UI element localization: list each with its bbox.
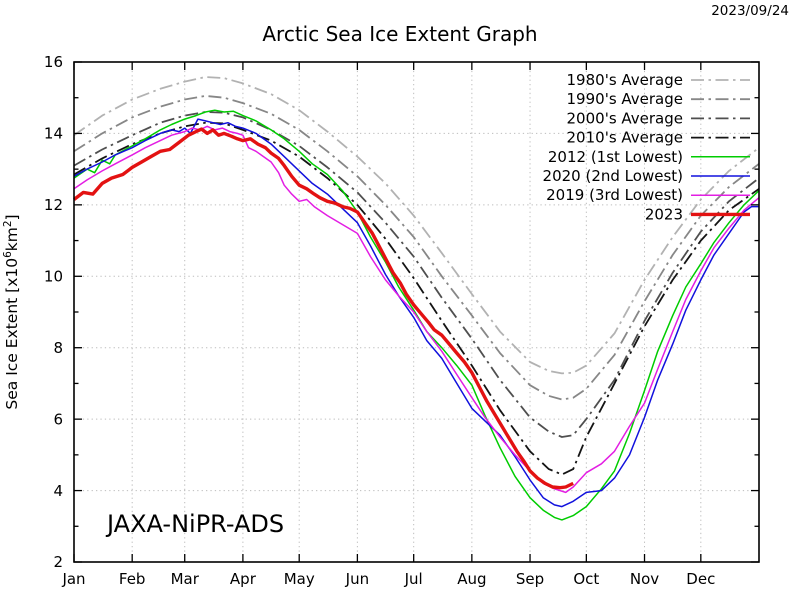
y-tick-label-8: 8 xyxy=(53,339,63,357)
legend-entry-y2012: 2012 (1st Lowest) xyxy=(548,148,750,166)
chart-title: Arctic Sea Ice Extent Graph xyxy=(262,22,537,46)
y-tick-label-14: 14 xyxy=(44,125,63,143)
legend-entry-y2023: 2023 xyxy=(645,205,750,223)
plot-frame xyxy=(73,61,760,563)
y-tick-label-2: 2 xyxy=(53,553,63,571)
y-axis-title-base: Sea Ice Extent [x10 xyxy=(3,258,21,410)
legend-label-avg-2000s: 2000's Average xyxy=(567,109,683,127)
series-line-avg-1990s xyxy=(73,95,760,401)
x-tick-label-May: May xyxy=(284,570,315,588)
series-lines xyxy=(72,76,760,521)
legend-label-avg-2010s: 2010's Average xyxy=(567,129,683,147)
series-line-avg-2000s xyxy=(73,111,760,438)
y-tick-label-16: 16 xyxy=(44,53,63,71)
legend-label-avg-1980s: 1980's Average xyxy=(567,71,683,89)
legend-label-avg-1990s: 1990's Average xyxy=(567,90,683,108)
legend-entry-avg-2010s: 2010's Average xyxy=(567,129,750,147)
legend-entry-y2019: 2019 (3rd Lowest) xyxy=(546,186,750,204)
legend-label-y2012: 2012 (1st Lowest) xyxy=(548,148,683,166)
x-tick-label-Jan: Jan xyxy=(61,570,85,588)
series-line-avg-1980s xyxy=(73,76,760,375)
legend-entry-avg-2000s: 2000's Average xyxy=(567,109,750,127)
x-tick-label-Feb: Feb xyxy=(119,570,146,588)
y-axis-title-bracket: ] xyxy=(3,214,21,220)
legend-entry-y2020: 2020 (2nd Lowest) xyxy=(543,167,750,185)
x-tick-label-Nov: Nov xyxy=(630,570,659,588)
y-tick-label-4: 4 xyxy=(53,482,63,500)
x-tick-label-Aug: Aug xyxy=(457,570,486,588)
y-tick-label-10: 10 xyxy=(44,267,63,285)
watermark-label: JAXA-NiPR-ADS xyxy=(105,510,284,538)
x-tick-label-Sep: Sep xyxy=(516,570,544,588)
series-line-y2012 xyxy=(73,109,760,521)
y-tick-label-6: 6 xyxy=(53,410,63,428)
axis-tick-labels: Jan Feb Mar Apr May Jun Jul Aug Sep Oct Nov Dec 2 4 6 8… xyxy=(44,53,715,588)
legend-entry-avg-1990s: 1990's Average xyxy=(567,90,750,108)
x-tick-label-Dec: Dec xyxy=(686,570,715,588)
x-tick-label-Oct: Oct xyxy=(573,570,599,588)
y-tick-label-12: 12 xyxy=(44,196,63,214)
y-axis-title-superscript-6: 6 xyxy=(2,251,14,258)
legend-label-y2023: 2023 xyxy=(645,205,683,223)
x-tick-label-Jun: Jun xyxy=(345,570,369,588)
series-line-y2023 xyxy=(72,127,574,490)
y-axis-title-km: km xyxy=(3,227,21,251)
series-line-y2020 xyxy=(73,118,759,508)
y-axis-title-superscript-2: 2 xyxy=(2,220,14,227)
legend-label-y2019: 2019 (3rd Lowest) xyxy=(546,186,683,204)
legend-entry-avg-1980s: 1980's Average xyxy=(567,71,750,89)
x-tick-label-Jul: Jul xyxy=(404,570,423,588)
timestamp-label: 2023/09/24 xyxy=(711,3,789,19)
legend-label-y2020: 2020 (2nd Lowest) xyxy=(543,167,683,185)
x-tick-label-Mar: Mar xyxy=(171,570,200,588)
x-tick-label-Apr: Apr xyxy=(230,570,257,588)
y-axis-title: Sea Ice Extent [x106km2] xyxy=(2,214,21,409)
